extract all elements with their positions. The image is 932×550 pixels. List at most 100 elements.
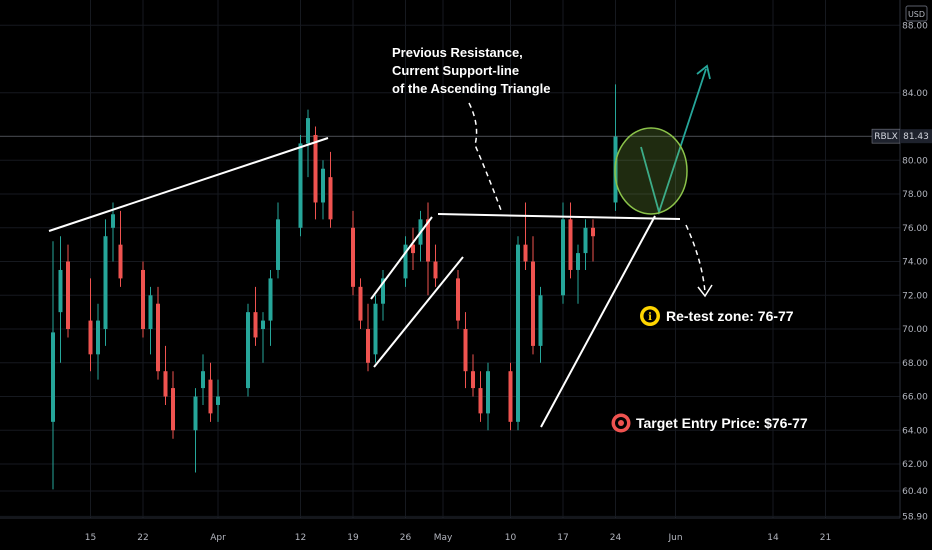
retest-text: Re-test zone: 76-77	[666, 308, 794, 324]
price-tick-label: 74.00	[902, 258, 928, 268]
candle	[576, 244, 580, 304]
time-tick-label: May	[434, 533, 453, 543]
candles	[51, 84, 618, 490]
candle	[358, 278, 363, 330]
price-axis[interactable]: 88.00 84.00 80.00 78.00 76.00 74.00 72.00 70.00…	[902, 21, 928, 522]
candle	[141, 261, 145, 338]
retest-arrow-head	[697, 284, 713, 298]
price-tick-label: 78.00	[902, 190, 928, 200]
candle	[88, 278, 93, 372]
svg-text:i: i	[648, 312, 652, 323]
entry-note: Target Entry Price: $76-77	[611, 413, 808, 433]
candle	[96, 303, 100, 380]
price-tick-label: 58.90	[902, 512, 928, 522]
time-tick-label: 22	[137, 533, 148, 543]
candle	[426, 202, 430, 296]
candle	[471, 354, 475, 397]
candle	[163, 345, 168, 405]
candle	[486, 362, 490, 431]
note-line-3: of the Ascending Triangle	[392, 81, 550, 96]
price-tick-label: 68.00	[902, 359, 928, 369]
candle	[478, 371, 483, 422]
candle	[418, 210, 423, 262]
candle	[261, 312, 265, 363]
candle	[568, 202, 573, 279]
time-tick-label: 17	[557, 533, 568, 543]
candle	[118, 210, 123, 287]
candle	[381, 269, 385, 321]
time-tick-label: Jun	[667, 533, 682, 543]
resistance-note: Previous Resistance, Current Support-lin…	[392, 45, 550, 96]
currency-label: USD	[908, 10, 925, 19]
candle	[253, 286, 258, 346]
candle	[171, 371, 175, 439]
channel-upper-line	[370, 216, 433, 300]
trend-lines	[48, 137, 681, 428]
chart-grid	[0, 0, 900, 518]
candle	[403, 236, 408, 287]
entry-text: Target Entry Price: $76-77	[636, 415, 808, 431]
candle	[373, 295, 378, 363]
candle	[208, 362, 213, 422]
dashed-arrows	[468, 102, 706, 293]
price-tick-label: 64.00	[902, 426, 928, 436]
candle	[298, 134, 303, 237]
candle	[306, 109, 310, 178]
candle	[463, 312, 468, 389]
time-tick-label: Apr	[210, 533, 226, 543]
price-tick-label: 60.40	[902, 487, 928, 497]
time-tick-label: 15	[85, 533, 96, 543]
breakout-circle	[614, 127, 688, 215]
candle	[366, 303, 370, 372]
price-tick-label: 70.00	[902, 325, 928, 335]
retest-note: i Re-test zone: 76-77	[640, 306, 794, 326]
candle	[276, 202, 280, 279]
time-tick-label: 12	[295, 533, 306, 543]
resistance-support-line	[437, 213, 681, 220]
candle	[193, 388, 198, 473]
time-axis[interactable]: 15 22 Apr 12 19 26 May 10 17 24 Jun 14 21	[85, 533, 831, 543]
candle	[216, 379, 220, 422]
currency-badge[interactable]: USD	[905, 5, 928, 22]
candle	[313, 126, 318, 220]
candle	[561, 202, 565, 304]
time-tick-label: 24	[610, 533, 622, 543]
candle	[531, 236, 535, 355]
candle	[411, 227, 415, 270]
note-line-1: Previous Resistance,	[392, 45, 523, 60]
note-line-2: Current Support-line	[392, 63, 519, 78]
price-tick-label: 62.00	[902, 460, 928, 470]
candle	[103, 219, 108, 346]
price-tag: RBLX 81.43	[871, 128, 932, 144]
time-tick-label: 26	[400, 533, 412, 543]
candle	[538, 286, 543, 363]
ascending-support-line	[540, 215, 656, 428]
time-tick-label: 19	[347, 533, 359, 543]
time-tick-label: 14	[767, 533, 779, 543]
price-tick-label: 72.00	[902, 291, 928, 301]
candle	[58, 236, 63, 363]
candle	[516, 236, 520, 431]
retest-arrow	[685, 224, 706, 293]
price-tick-label: 84.00	[902, 89, 928, 99]
candle	[268, 269, 273, 346]
projection-arrow	[640, 64, 711, 216]
candle	[148, 286, 153, 355]
candle	[156, 286, 160, 380]
time-tick-label: 10	[505, 533, 517, 543]
candle	[523, 202, 528, 270]
candle	[328, 151, 333, 228]
price-tick-label: 76.00	[902, 224, 928, 234]
price-tick-label: 80.00	[902, 156, 928, 166]
price-tick-label: 66.00	[902, 393, 928, 403]
candle	[66, 244, 70, 338]
candle	[111, 202, 115, 262]
channel-lower-line	[373, 256, 464, 368]
candle	[433, 244, 438, 287]
note-pointer-arrow	[468, 102, 503, 214]
candle	[456, 269, 460, 330]
candle	[246, 303, 250, 397]
upper-trend-line	[48, 137, 329, 232]
candle	[321, 160, 325, 220]
